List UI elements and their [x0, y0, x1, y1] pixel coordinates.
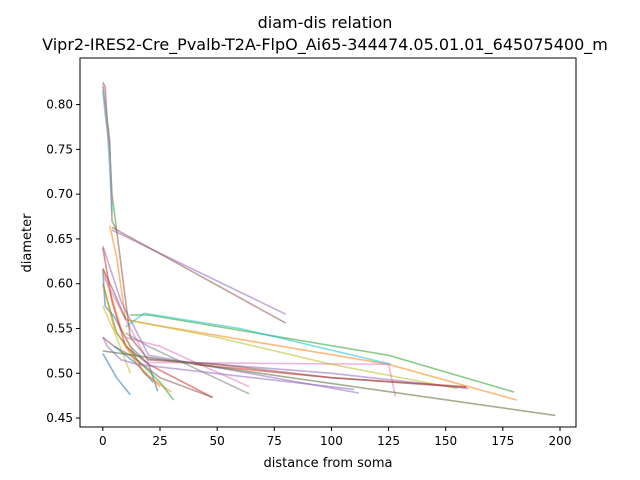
x-tick-label: 175 [491, 434, 514, 448]
y-tick-label: 0.45 [46, 411, 73, 425]
y-tick-label: 0.50 [46, 366, 73, 380]
chart-subtitle: Vipr2-IRES2-Cre_Pvalb-T2A-FlpO_Ai65-3444… [42, 35, 608, 55]
x-tick-label: 75 [267, 434, 282, 448]
series-line-22 [102, 81, 467, 389]
y-tick-label: 0.70 [46, 187, 73, 201]
y-tick-label: 0.60 [46, 277, 73, 291]
x-tick-label: 0 [99, 434, 107, 448]
series-line-2 [102, 353, 131, 396]
series-line-14 [125, 332, 250, 395]
series-line-16 [125, 318, 458, 390]
x-tick-label: 125 [377, 434, 400, 448]
x-tick-label: 50 [210, 434, 225, 448]
series-line-10 [111, 226, 287, 324]
plot-frame [79, 57, 577, 428]
y-axis-ticks: 0.45 0.50 0.55 0.60 0.65 0.70 0.75 0.80 [46, 98, 80, 425]
y-tick-label: 0.80 [46, 98, 73, 112]
y-tick-label: 0.75 [46, 142, 73, 156]
x-tick-label: 150 [434, 434, 457, 448]
x-axis-ticks: 0 25 50 75 100 125 150 175 200 [99, 427, 571, 448]
series-line-8 [111, 229, 287, 315]
plot-lines [102, 81, 556, 417]
series-line-26 [102, 337, 355, 391]
series-line-19 [102, 283, 161, 388]
x-tick-label: 200 [549, 434, 572, 448]
x-tick-label: 25 [152, 434, 167, 448]
series-line-28 [102, 268, 127, 320]
chart-title: diam-dis relation [258, 13, 393, 32]
x-tick-label: 100 [320, 434, 343, 448]
series-line-12 [102, 274, 397, 397]
series-line-9 [102, 245, 360, 394]
y-axis-label: diameter [20, 213, 35, 273]
y-tick-label: 0.55 [46, 321, 73, 335]
y-tick-label: 0.65 [46, 232, 73, 246]
series-line-27 [102, 350, 556, 417]
series-line-25 [102, 83, 113, 204]
x-axis-label: distance from soma [264, 456, 393, 471]
series-line-4 [108, 225, 517, 401]
series-line-17 [125, 312, 392, 366]
series-line-18 [113, 345, 154, 383]
